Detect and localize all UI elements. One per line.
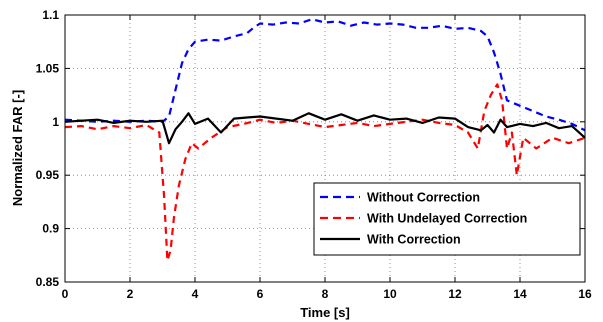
y-tick-label: 1: [52, 115, 59, 129]
x-tick-label: 0: [62, 287, 69, 301]
x-tick-label: 2: [127, 287, 134, 301]
tick-marks: [64, 14, 586, 283]
legend-label-with-undelayed-correction: With Undelayed Correction: [367, 212, 527, 226]
x-tick-label: 12: [448, 287, 462, 301]
y-tick-label: 1.05: [36, 61, 60, 75]
legend-label-without-correction: Without Correction: [367, 191, 480, 205]
x-tick-label: 8: [322, 287, 329, 301]
x-tick-label: 14: [513, 287, 527, 301]
x-tick-labels: 0 2 4 6 8 10 12 14 16: [62, 287, 592, 301]
y-tick-label: 0.9: [42, 222, 59, 236]
y-tick-label: 0.85: [36, 275, 60, 289]
y-tick-label: 1.1: [42, 8, 59, 22]
y-tick-labels: 0.85 0.9 0.95 1 1.05 1.1: [36, 8, 60, 289]
y-tick-label: 0.95: [36, 168, 60, 182]
series-line-with-undelayed-correction: [64, 83, 586, 262]
legend-box: [313, 182, 581, 256]
series-lines: [64, 18, 586, 262]
y-axis-label: Normalized FAR [-]: [10, 90, 25, 206]
legend-entries: Without Correction With Undelayed Correct…: [320, 191, 527, 247]
series-line-without-correction: [64, 18, 586, 132]
x-tick-label: 6: [257, 287, 264, 301]
legend: Without Correction With Undelayed Correct…: [313, 182, 581, 256]
x-axis-label: Time [s]: [300, 305, 350, 320]
x-tick-label: 16: [578, 287, 592, 301]
x-tick-label: 4: [192, 287, 199, 301]
series-line-with-correction: [64, 112, 586, 145]
x-tick-label: 10: [383, 287, 397, 301]
legend-label-with-correction: With Correction: [367, 233, 461, 247]
